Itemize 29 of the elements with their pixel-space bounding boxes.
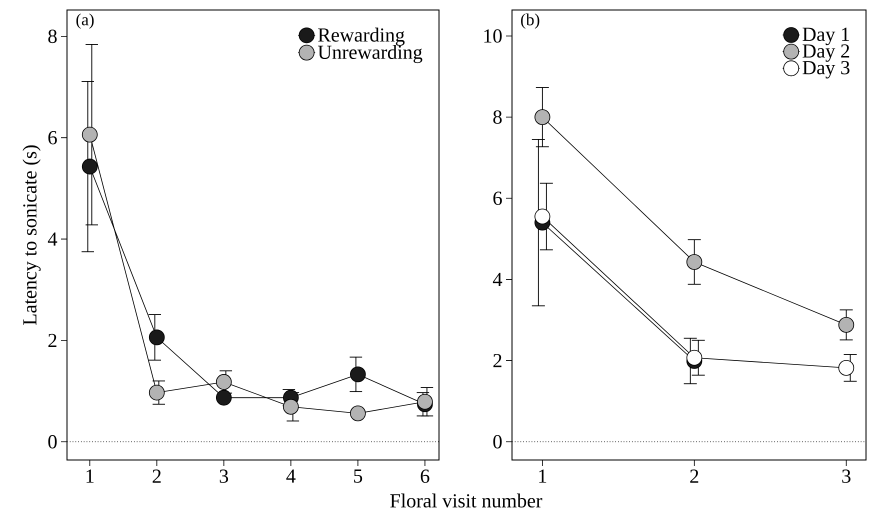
y-tick-label: 0 (493, 435, 502, 448)
x-tick-label: 2 (152, 470, 161, 483)
y-axis-title: Latency to sonicate (s) (22, 145, 41, 325)
legend-label: Rewarding (318, 28, 405, 46)
y-tick-label: 2 (48, 334, 56, 347)
x-axis-title: Floral visit number (390, 494, 542, 508)
y-tick-label: 8 (48, 30, 57, 44)
x-tick-label: 2 (690, 470, 698, 483)
y-tick-label: 8 (493, 110, 502, 124)
legend-label: Day 1 (802, 28, 850, 46)
annotation: (b) (521, 13, 540, 29)
x-tick-label: 1 (539, 470, 546, 483)
x-tick-label: 5 (354, 470, 362, 483)
y-tick-label: 6 (493, 192, 502, 205)
y-tick-label: 4 (492, 272, 502, 286)
y-tick-label: 10 (484, 29, 502, 43)
y-tick-label: 2 (493, 354, 502, 368)
x-tick-label: 3 (220, 470, 228, 483)
y-tick-label: 6 (48, 131, 57, 144)
legend-label: Unrewarding (318, 44, 422, 64)
legend-label: Day 3 (802, 60, 850, 78)
y-tick-label: 4 (48, 232, 58, 246)
annotation: (a) (76, 13, 94, 29)
x-tick-label: 1 (86, 470, 94, 483)
x-tick-label: 3 (842, 470, 850, 483)
y-tick-label: 0 (48, 435, 57, 448)
x-tick-label: 6 (420, 470, 430, 483)
x-tick-label: 4 (286, 470, 296, 483)
legend-label: Day 2 (802, 44, 850, 62)
